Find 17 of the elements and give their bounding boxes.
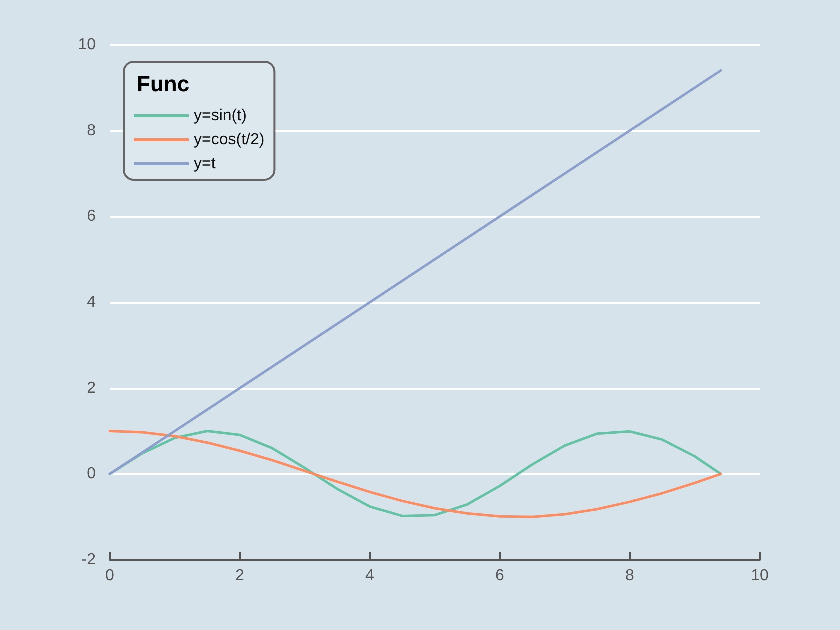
legend-label: y=cos(t/2) [194,132,265,148]
y-tick-label: 8 [87,122,96,140]
x-tick-label: 6 [496,568,505,584]
y-tick-label: -2 [82,552,96,568]
legend-title: Func [137,72,190,96]
x-tick-label: 8 [626,568,635,584]
legend-label: y=sin(t) [194,108,247,124]
y-tick-label: 10 [78,36,96,54]
x-tick-label: 10 [751,568,769,584]
legend-label: y=t [194,156,216,172]
x-tick-label: 4 [366,568,375,584]
x-tick-label: 2 [236,568,245,584]
y-tick-label: 2 [87,380,96,397]
y-tick-label: 4 [87,294,96,311]
y-tick-label: 6 [87,208,96,226]
x-tick-label: 0 [106,568,115,584]
y-tick-label: 0 [87,466,96,483]
